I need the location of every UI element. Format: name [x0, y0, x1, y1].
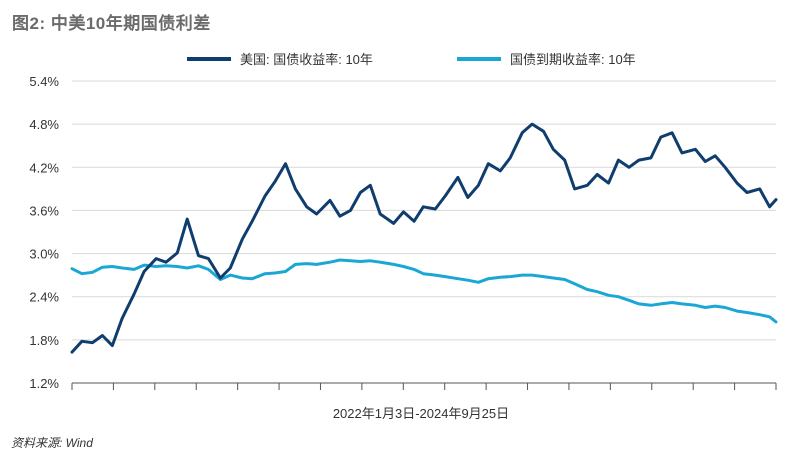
y-tick-label: 5.4%: [29, 74, 59, 89]
legend-item-us-10y: 美国: 国债收益率: 10年: [187, 49, 373, 68]
legend-item-cn-10y: 国债到期收益率: 10年: [457, 49, 636, 68]
y-tick-label: 3.0%: [29, 247, 59, 262]
x-axis: [71, 382, 777, 390]
legend-label-cn-10y: 国债到期收益率: 10年: [510, 52, 636, 67]
y-axis: 1.2% 1.8% 2.4% 3.0% 3.6% 4.2% 4.8% 5.4%: [29, 74, 59, 391]
chart-title: 图2: 中美10年期国债利差: [12, 14, 211, 33]
y-tick-label: 4.8%: [29, 117, 59, 132]
series-line-cn-10y: [70, 258, 778, 324]
y-tick-label: 4.2%: [29, 160, 59, 175]
legend: 美国: 国债收益率: 10年 国债到期收益率: 10年: [0, 49, 798, 71]
gridlines: [72, 80, 776, 341]
legend-swatch-cn-10y: [457, 56, 501, 61]
y-tick-label: 1.8%: [29, 333, 59, 348]
series-lines: [70, 122, 778, 354]
legend-label-us-10y: 美国: 国债收益率: 10年: [240, 52, 373, 67]
series-line-us-10y: [70, 122, 778, 354]
y-tick-label: 2.4%: [29, 290, 59, 305]
x-axis-label: 2022年1月3日-2024年9月25日: [333, 406, 509, 421]
source-note: 资料来源: Wind: [11, 436, 93, 450]
y-tick-label: 3.6%: [29, 203, 59, 218]
y-tick-label: 1.2%: [29, 376, 59, 391]
legend-swatch-us-10y: [187, 56, 231, 61]
